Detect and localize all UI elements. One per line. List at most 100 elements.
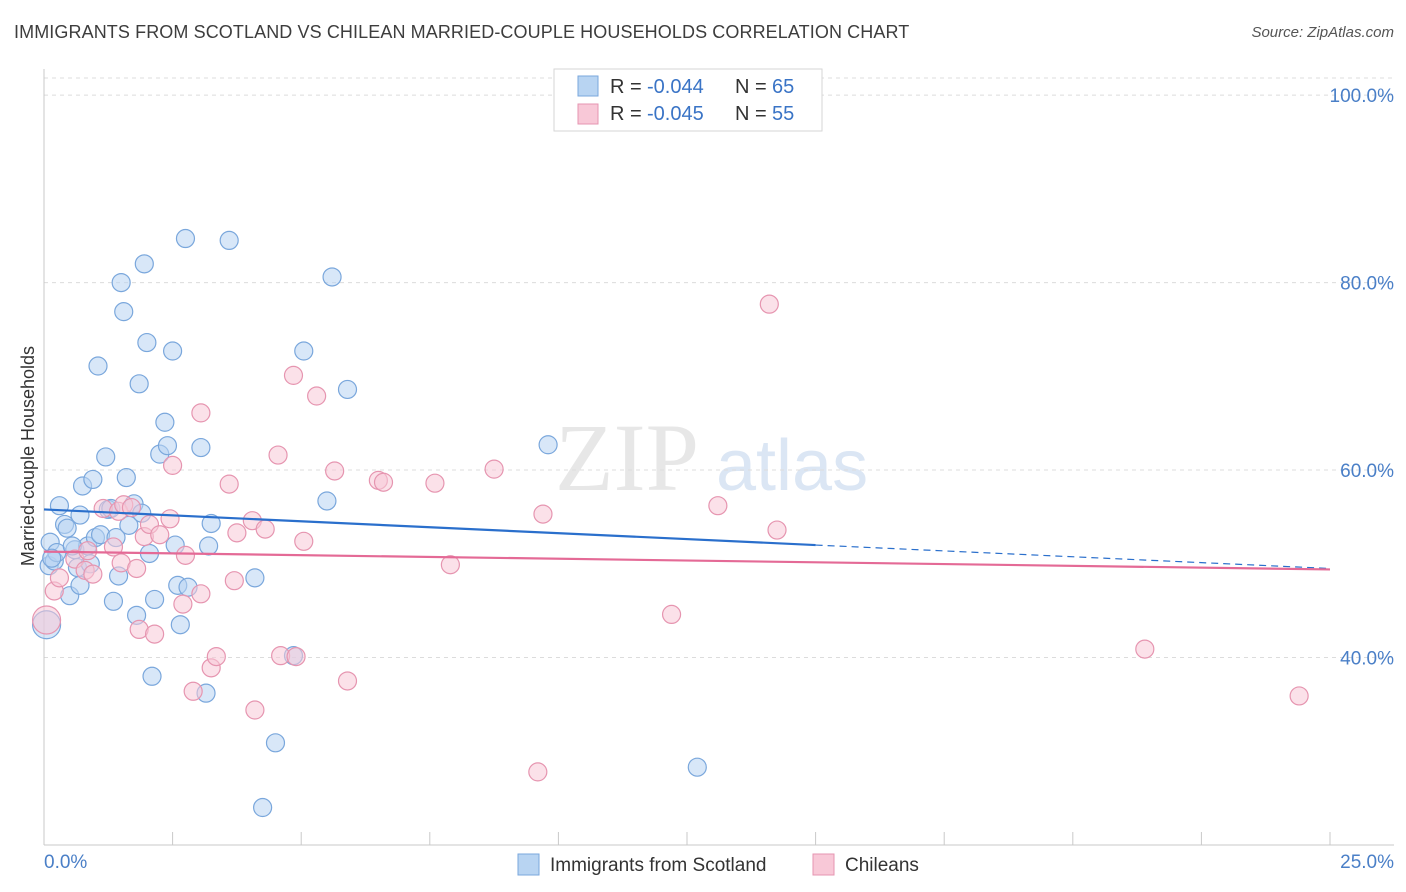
legend-swatch-scotland: [577, 75, 599, 97]
chileans-point: [126, 558, 147, 579]
gridlines: [44, 77, 1394, 659]
legend-n-label-2: N =: [735, 103, 767, 125]
y-tick-labels: 40.0% 60.0% 80.0% 100.0%: [1330, 86, 1395, 669]
y-tick-label: 40.0%: [1340, 649, 1394, 670]
y-tick-label: 80.0%: [1340, 274, 1394, 295]
chileans-point: [1135, 639, 1155, 659]
trend-lines: [43, 508, 1331, 571]
chileans-point: [337, 671, 358, 691]
series-chileans-points: [31, 294, 1309, 782]
chileans-point: [425, 473, 445, 493]
chileans-point: [224, 571, 244, 591]
trend-line-scotland-extension: [815, 544, 1331, 570]
chileans-point: [268, 445, 288, 465]
scotland-point: [175, 228, 196, 249]
legend-n-value-2: 55: [772, 103, 794, 125]
scotland-point: [219, 230, 239, 251]
chileans-point: [373, 472, 394, 492]
scotland-point: [57, 518, 77, 538]
chileans-point: [78, 541, 98, 561]
trend-line-chileans: [43, 550, 1331, 571]
trend-line-scotland: [43, 508, 816, 547]
legend-r-label-1: R =: [610, 76, 642, 98]
chileans-point: [440, 555, 460, 575]
legend-box: [553, 68, 823, 132]
y-tick-label: 100.0%: [1330, 86, 1395, 107]
scotland-point: [111, 272, 131, 293]
bottom-legend-label-chileans: Chileans: [845, 855, 919, 876]
series-legend: Immigrants from Scotland Chileans: [517, 853, 919, 876]
chileans-point: [49, 568, 70, 588]
chileans-point: [31, 605, 62, 635]
scotland-point: [201, 513, 221, 534]
chileans-point: [163, 455, 183, 475]
legend-n-value-1: 65: [772, 76, 794, 98]
series-scotland-points: [31, 228, 707, 818]
chileans-point: [286, 646, 306, 667]
chileans-point: [533, 504, 553, 524]
chileans-point: [708, 496, 728, 516]
scotland-point: [163, 341, 183, 361]
scotland-point: [265, 733, 286, 753]
bottom-legend-label-scotland: Immigrants from Scotland: [550, 855, 766, 876]
scotland-point: [129, 374, 149, 394]
chileans-point: [325, 461, 345, 481]
chileans-point: [191, 403, 211, 423]
chileans-point: [283, 365, 304, 385]
scotland-point: [70, 505, 90, 525]
scotland-point: [294, 341, 314, 361]
chileans-point: [307, 386, 327, 406]
scotland-point: [538, 435, 558, 455]
scotland-point: [157, 436, 178, 456]
scotland-point: [317, 491, 337, 511]
chileans-point: [245, 700, 265, 720]
chileans-point: [144, 624, 165, 644]
chileans-point: [175, 545, 196, 565]
chileans-point: [150, 525, 170, 545]
source-label: Source: ZipAtlas.com: [1251, 24, 1394, 41]
scotland-point: [88, 356, 108, 376]
chileans-point: [767, 520, 787, 540]
chileans-point: [484, 459, 504, 479]
watermark-zip: ZIP: [555, 404, 699, 511]
scotland-point: [687, 757, 707, 777]
scotland-point: [155, 412, 175, 432]
chileans-point: [759, 294, 779, 314]
scotland-point: [134, 254, 154, 274]
legend-swatch-chileans: [577, 103, 599, 125]
watermark-atlas: atlas: [716, 426, 868, 506]
scotland-point: [137, 332, 157, 353]
bottom-legend-swatch-scotland: [517, 853, 540, 876]
scotland-point: [253, 797, 273, 818]
legend-r-label-2: R =: [610, 103, 642, 125]
x-tick-label-max: 25.0%: [1340, 852, 1394, 873]
x-tick-label-min: 0.0%: [44, 852, 87, 873]
chileans-point: [83, 564, 103, 584]
watermark: ZIP atlas: [555, 404, 868, 511]
scotland-point: [337, 379, 358, 400]
chart-title: IMMIGRANTS FROM SCOTLAND VS CHILEAN MARR…: [14, 22, 910, 42]
scotland-point: [322, 267, 342, 287]
scotland-point: [142, 666, 162, 686]
scotland-point: [83, 469, 103, 490]
y-axis-title: Married-couple Households: [18, 346, 38, 566]
chileans-point: [191, 584, 211, 604]
y-tick-label: 60.0%: [1340, 461, 1394, 482]
legend-n-label-1: N =: [735, 76, 767, 98]
chileans-point: [219, 474, 239, 494]
scotland-point: [114, 302, 134, 322]
chileans-point: [206, 646, 226, 667]
legend-r-value-2: -0.045: [647, 103, 704, 125]
x-ticks: [172, 832, 1331, 845]
chileans-point: [661, 604, 682, 625]
chileans-point: [1289, 686, 1309, 706]
chileans-point: [227, 523, 247, 543]
correlation-legend: R = -0.044 N = 65 R = -0.045 N = 55: [553, 68, 823, 132]
scotland-point: [199, 536, 219, 556]
bottom-legend-swatch-chileans: [812, 853, 835, 876]
legend-r-value-1: -0.044: [647, 76, 704, 98]
scotland-point: [49, 496, 70, 516]
chileans-point: [121, 497, 142, 518]
scotland-point: [103, 591, 124, 611]
